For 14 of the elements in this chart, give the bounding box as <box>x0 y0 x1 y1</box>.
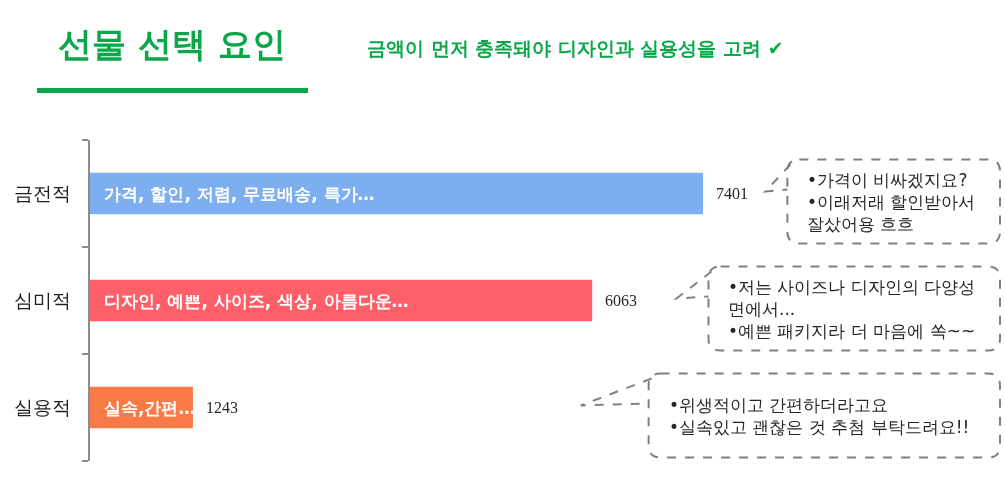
text: •가격이 비싸겠지요? •이래저래 할인받아서 잘샀어용 흐흐 <box>807 170 976 235</box>
text: •저는 사이즈나 디자인의 다양성 면에서... •예쁜 패키지라 더 마음에 쏙~~ <box>728 277 976 342</box>
chart-subtitle: 금액이 먼저 충족돼야 디자인과 실용성을 고려 ✔ <box>367 37 784 59</box>
annotation: 실속,간편… <box>104 398 196 418</box>
y-tick-label: 금전적 <box>14 182 72 205</box>
y-tick-label: 실용적 <box>14 396 72 419</box>
data-label: 7401 <box>716 185 748 202</box>
y-tick-label: 심미적 <box>14 289 72 312</box>
data-label: 1243 <box>206 399 238 416</box>
annotation: •위생적이고 간편하더라고요 •실속있고 괜찮은 것 추첨 부탁드려요!! <box>669 395 970 438</box>
data-label: 6063 <box>605 292 637 309</box>
chart-title: 선물 선택 요인 <box>58 23 286 64</box>
annotation: 가격, 할인, 저렴, 무료배송, 특가… <box>104 184 375 204</box>
annotation: 디자인, 예쁜, 사이즈, 색상, 아름다운… <box>104 291 409 311</box>
